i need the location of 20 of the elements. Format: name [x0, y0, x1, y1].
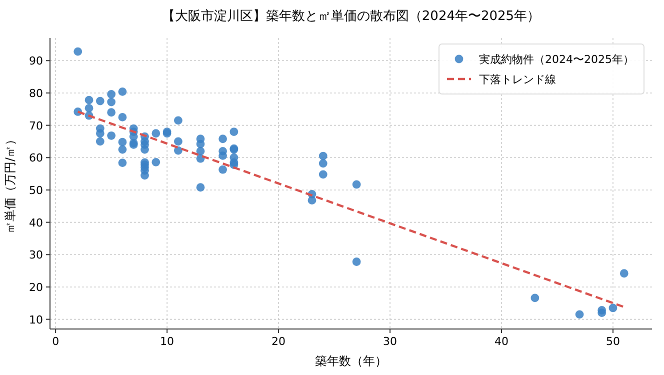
chart-title: 【大阪市淀川区】築年数と㎡単価の散布図（2024年〜2025年） — [162, 9, 540, 24]
x-tick-label: 50 — [606, 335, 620, 348]
y-tick-label: 90 — [29, 54, 43, 68]
x-tick-label: 30 — [383, 335, 398, 348]
x-tick-label: 0 — [52, 335, 60, 348]
y-tick-label: 40 — [29, 216, 43, 230]
x-tick-label: 20 — [272, 335, 286, 348]
y-axis-title: ㎡単価（万円/㎡） — [3, 133, 17, 234]
x-tick-label: 40 — [494, 335, 508, 348]
y-tick-label: 50 — [29, 184, 43, 197]
y-tick-label: 80 — [29, 86, 43, 100]
y-tick-label: 30 — [29, 248, 43, 262]
y-tick-label: 20 — [29, 280, 43, 294]
legend-label: 実成約物件（2024〜2025年） — [479, 53, 634, 66]
y-tick-label: 60 — [29, 152, 43, 165]
x-axis-title: 築年数（年） — [315, 354, 387, 368]
y-tick-label: 10 — [29, 313, 43, 326]
y-tick-label: 70 — [29, 119, 43, 132]
legend-label: 下落トレンド線 — [479, 73, 556, 86]
x-tick-label: 10 — [160, 335, 174, 348]
